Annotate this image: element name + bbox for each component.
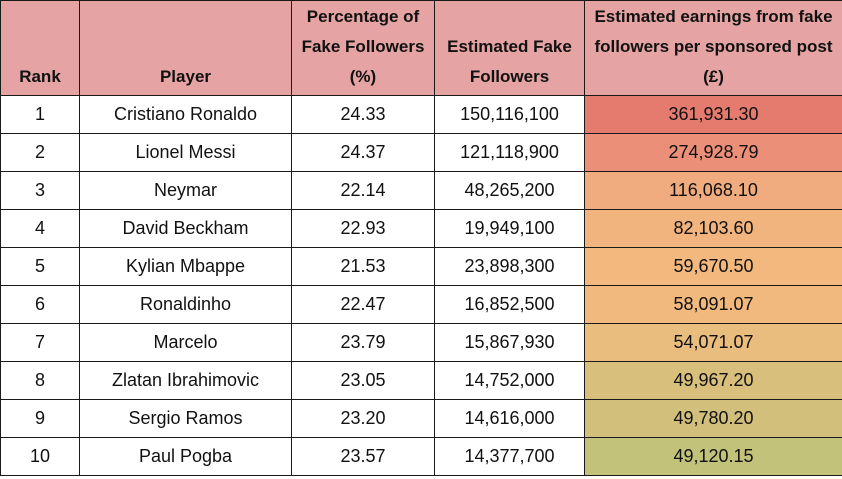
- player-cell: Sergio Ramos: [79, 399, 292, 438]
- rank-cell: 2: [0, 133, 80, 172]
- header-earnings: Estimated earnings from fake followers p…: [584, 0, 842, 96]
- earnings-cell: 54,071.07: [584, 323, 842, 362]
- pct-cell: 22.93: [291, 209, 435, 248]
- player-cell: Kylian Mbappe: [79, 247, 292, 286]
- header-fake-followers: Estimated Fake Followers: [434, 0, 585, 96]
- fake-cell: 19,949,100: [434, 209, 585, 248]
- player-cell: David Beckham: [79, 209, 292, 248]
- pct-cell: 23.79: [291, 323, 435, 362]
- pct-cell: 23.20: [291, 399, 435, 438]
- header-pct: Percentage of Fake Followers (%): [291, 0, 435, 96]
- table-row: 9 Sergio Ramos 23.20 14,616,000 49,780.2…: [0, 399, 842, 438]
- player-cell: Neymar: [79, 171, 292, 210]
- rank-cell: 3: [0, 171, 80, 210]
- earnings-cell: 274,928.79: [584, 133, 842, 172]
- earnings-cell: 49,120.15: [584, 437, 842, 476]
- rank-cell: 1: [0, 95, 80, 134]
- fake-cell: 23,898,300: [434, 247, 585, 286]
- pct-cell: 21.53: [291, 247, 435, 286]
- earnings-cell: 49,967.20: [584, 361, 842, 400]
- player-cell: Lionel Messi: [79, 133, 292, 172]
- header-player: Player: [79, 0, 292, 96]
- fake-cell: 150,116,100: [434, 95, 585, 134]
- fake-cell: 16,852,500: [434, 285, 585, 324]
- rank-cell: 4: [0, 209, 80, 248]
- earnings-cell: 116,068.10: [584, 171, 842, 210]
- fake-cell: 48,265,200: [434, 171, 585, 210]
- header-row: Rank Player Percentage of Fake Followers…: [0, 0, 842, 96]
- player-cell: Ronaldinho: [79, 285, 292, 324]
- pct-cell: 24.37: [291, 133, 435, 172]
- table-row: 3 Neymar 22.14 48,265,200 116,068.10: [0, 171, 842, 210]
- fake-cell: 15,867,930: [434, 323, 585, 362]
- fake-cell: 14,377,700: [434, 437, 585, 476]
- table-row: 10 Paul Pogba 23.57 14,377,700 49,120.15: [0, 437, 842, 476]
- player-cell: Cristiano Ronaldo: [79, 95, 292, 134]
- fake-cell: 14,616,000: [434, 399, 585, 438]
- player-cell: Zlatan Ibrahimovic: [79, 361, 292, 400]
- rank-cell: 5: [0, 247, 80, 286]
- table-row: 6 Ronaldinho 22.47 16,852,500 58,091.07: [0, 285, 842, 324]
- table-row: 1 Cristiano Ronaldo 24.33 150,116,100 36…: [0, 95, 842, 134]
- earnings-cell: 82,103.60: [584, 209, 842, 248]
- player-cell: Paul Pogba: [79, 437, 292, 476]
- table-row: 7 Marcelo 23.79 15,867,930 54,071.07: [0, 323, 842, 362]
- fake-cell: 121,118,900: [434, 133, 585, 172]
- table-row: 2 Lionel Messi 24.37 121,118,900 274,928…: [0, 133, 842, 172]
- pct-cell: 22.47: [291, 285, 435, 324]
- pct-cell: 22.14: [291, 171, 435, 210]
- pct-cell: 23.57: [291, 437, 435, 476]
- fake-cell: 14,752,000: [434, 361, 585, 400]
- rank-cell: 10: [0, 437, 80, 476]
- header-rank: Rank: [0, 0, 80, 96]
- table-row: 5 Kylian Mbappe 21.53 23,898,300 59,670.…: [0, 247, 842, 286]
- earnings-cell: 58,091.07: [584, 285, 842, 324]
- pct-cell: 23.05: [291, 361, 435, 400]
- player-cell: Marcelo: [79, 323, 292, 362]
- rank-cell: 7: [0, 323, 80, 362]
- rank-cell: 9: [0, 399, 80, 438]
- rank-cell: 6: [0, 285, 80, 324]
- table-row: 8 Zlatan Ibrahimovic 23.05 14,752,000 49…: [0, 361, 842, 400]
- earnings-cell: 361,931.30: [584, 95, 842, 134]
- rank-cell: 8: [0, 361, 80, 400]
- earnings-cell: 59,670.50: [584, 247, 842, 286]
- table-row: 4 David Beckham 22.93 19,949,100 82,103.…: [0, 209, 842, 248]
- earnings-cell: 49,780.20: [584, 399, 842, 438]
- pct-cell: 24.33: [291, 95, 435, 134]
